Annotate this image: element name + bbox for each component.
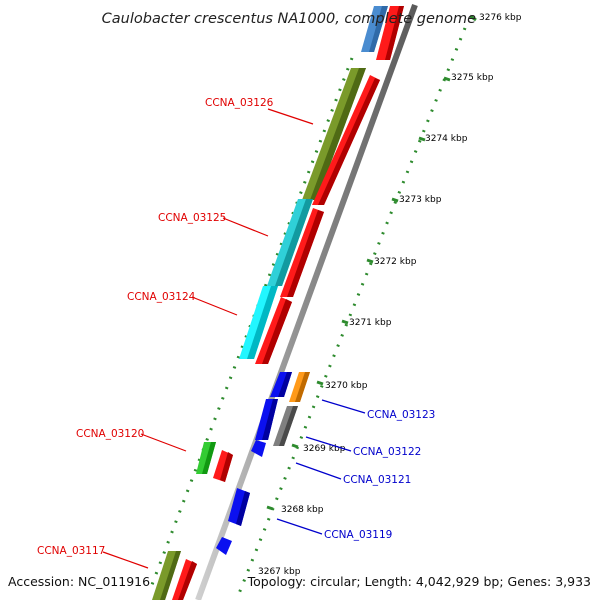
tick-label: 3272 kbp <box>374 257 417 267</box>
scale-ticks <box>266 14 477 511</box>
scale-line-inner <box>148 57 354 591</box>
feature-red-2 <box>280 208 324 297</box>
forward-leaders <box>102 108 314 569</box>
gene-ccna-03120 <box>196 442 216 474</box>
gene-ccna-03126 <box>302 68 366 200</box>
tick-label: 3269 kbp <box>303 444 346 454</box>
gene-ccna-03124 <box>239 286 278 359</box>
gene-ccna-03121 <box>251 440 266 457</box>
tick-label: 3271 kbp <box>349 318 392 328</box>
gene-ccna-03123 <box>289 372 310 402</box>
feature-blue-small <box>216 537 232 555</box>
feature-blue-2 <box>255 399 278 440</box>
gene-label-ccna-03117: CCNA_03117 <box>37 545 105 557</box>
tick-label: 3274 kbp <box>425 134 468 144</box>
reverse-leaders <box>276 399 366 535</box>
gene-label-ccna-03125: CCNA_03125 <box>158 212 226 224</box>
gene-label-ccna-03120: CCNA_03120 <box>76 428 144 440</box>
tick-label: 3268 kbp <box>281 505 324 515</box>
tick-label: 3273 kbp <box>399 195 442 205</box>
scale-labels: 3276 kbp 3275 kbp 3274 kbp 3273 kbp 3272… <box>258 13 522 577</box>
gene-ccna-03125 <box>267 199 313 286</box>
gene-label-ccna-03123: CCNA_03123 <box>367 409 435 421</box>
tick-label: 3270 kbp <box>325 381 368 391</box>
feature-blue-1 <box>270 372 292 397</box>
tick-label: 3276 kbp <box>479 13 522 23</box>
gene-label-ccna-03121: CCNA_03121 <box>343 474 411 486</box>
gene-label-ccna-03124: CCNA_03124 <box>127 291 196 303</box>
tick-label: 3267 kbp <box>258 567 301 577</box>
feature-top-blue <box>361 6 388 52</box>
gene-label-ccna-03126: CCNA_03126 <box>205 97 274 109</box>
gene-ccna-03122 <box>273 406 298 446</box>
feature-red-4 <box>213 450 233 482</box>
feature-red-1 <box>312 75 380 205</box>
gene-ccna-03119 <box>228 488 250 526</box>
gene-label-ccna-03119: CCNA_03119 <box>324 529 392 541</box>
feature-red-3 <box>255 297 292 364</box>
accession-text: Accession: NC_011916 <box>8 574 150 589</box>
gene-ccna-03117 <box>152 551 181 600</box>
tick-label: 3275 kbp <box>451 73 494 83</box>
feature-red-5 <box>172 559 197 600</box>
topology-text: Topology: circular; Length: 4,042,929 bp… <box>247 574 591 589</box>
gene-label-ccna-03122: CCNA_03122 <box>353 446 421 458</box>
scale-line-outer <box>236 27 467 597</box>
feature-top-red <box>376 6 404 60</box>
map-title: Caulobacter crescentus NA1000, complete … <box>102 11 476 27</box>
